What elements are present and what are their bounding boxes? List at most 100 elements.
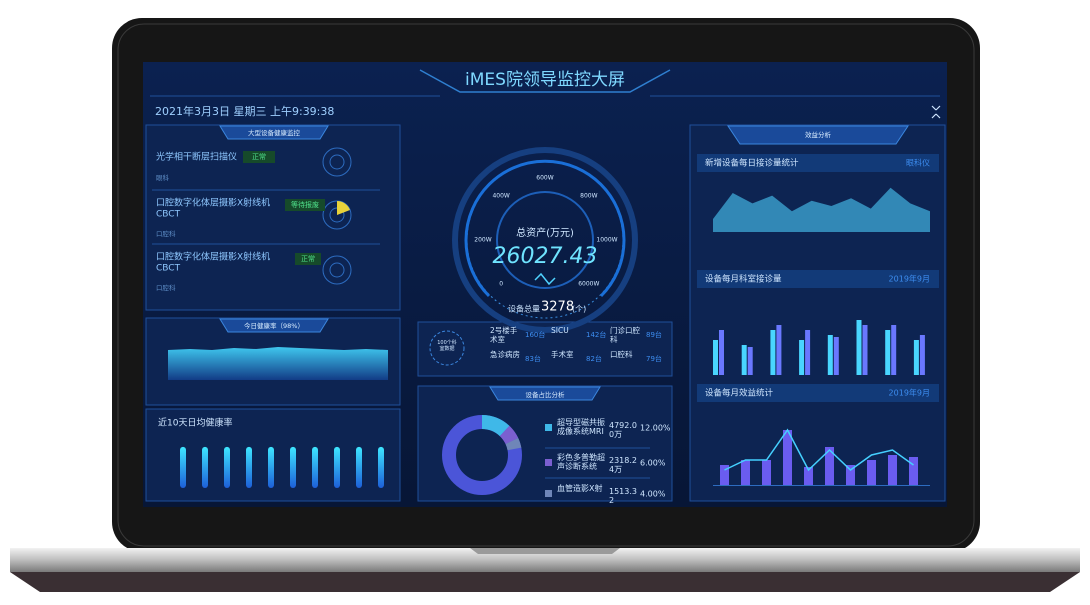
share-name: 超导型磁共振成像系统MRI <box>557 418 605 437</box>
section-title: 设备每月效益统计 <box>705 388 774 399</box>
health-bar <box>224 446 230 488</box>
gauge-tick: 400W <box>492 193 509 200</box>
share-percent: 6.00% <box>640 459 666 468</box>
section-header <box>697 154 939 172</box>
legend-swatch <box>545 424 552 431</box>
radar <box>322 147 352 177</box>
visit-bar <box>776 325 782 375</box>
health-area <box>168 347 388 380</box>
legend-swatch <box>545 490 552 497</box>
share-percent: 12.00% <box>640 424 671 433</box>
share-name: 彩色多普勒超声诊断系统 <box>557 453 605 472</box>
tab <box>489 386 601 401</box>
visit-bar <box>856 320 862 375</box>
gauge-arc <box>464 159 626 298</box>
section-period: 2019年9月 <box>889 388 930 398</box>
gauge-inner <box>496 191 594 289</box>
device-name: 光学相干断层扫描仪 <box>156 151 237 163</box>
device-model: CBCT <box>156 210 181 220</box>
device-status: 正常 <box>243 151 275 164</box>
dept-count: 82台 <box>586 354 602 363</box>
tab <box>727 125 909 145</box>
device-department: 口腔科 <box>156 283 176 292</box>
page-title: iMES院领导监控大屏 <box>465 70 625 90</box>
visit-bar <box>919 335 925 375</box>
datetime: 2021年3月3日 星期三 上午9:39:38 <box>155 104 334 118</box>
radar <box>329 262 345 278</box>
visit-bar <box>805 330 811 375</box>
dept-count: 79台 <box>646 354 662 363</box>
visit-bar <box>891 325 897 375</box>
section-period: 2019年9月 <box>889 274 930 284</box>
panel-title: 大型设备健康监控 <box>248 128 301 137</box>
laptop-base <box>10 548 1080 572</box>
visit-bar <box>713 340 718 375</box>
section-header <box>697 384 939 402</box>
visit-bar <box>833 337 839 375</box>
health-bar <box>356 446 362 488</box>
benefit-bar <box>888 455 897 485</box>
visit-bar <box>741 345 747 375</box>
bezel-edge <box>117 23 975 547</box>
dept-name: 口腔科 <box>610 350 633 359</box>
section-headers <box>697 154 939 402</box>
section-filter: 眼科仪 <box>906 158 930 168</box>
benefit-bar <box>846 465 855 485</box>
share-amount: 4792.00万 <box>609 421 637 440</box>
dividers <box>152 189 650 479</box>
dept-count: 160台 <box>525 330 545 339</box>
legend-swatch <box>545 459 552 466</box>
visit-bar <box>747 347 753 375</box>
gauge-tick: 1000W <box>596 237 617 244</box>
device-model: CBCT <box>156 264 181 274</box>
benefit-bar <box>762 460 771 485</box>
gauge-pulse <box>534 272 556 286</box>
donut-segment <box>442 415 522 495</box>
gauge-tick: 600W <box>536 175 553 182</box>
dept-badge-ring <box>429 330 465 366</box>
total-unit: (个) <box>572 305 586 314</box>
title-frame <box>419 69 671 93</box>
assets-value: 26027.43 <box>493 244 598 269</box>
dept-name: 急诊病房 <box>490 350 520 359</box>
device-department: 口腔科 <box>156 229 176 238</box>
section-header <box>697 270 939 288</box>
visit-bar <box>827 335 833 375</box>
health-bar <box>334 446 340 488</box>
visit-bar <box>862 325 868 375</box>
device-status: 等待报废 <box>285 199 325 212</box>
gauge-ring <box>452 147 638 333</box>
device-name: 口腔数字化体层摄影X射线机 <box>156 251 270 263</box>
benefit-bar <box>720 465 729 485</box>
gauge-tick: 800W <box>580 193 597 200</box>
dept-name: 门诊口腔科 <box>610 326 640 344</box>
gauge <box>452 147 638 333</box>
health-bar <box>246 446 252 488</box>
dept-badge: 100个科室数据 <box>437 340 457 352</box>
section-title: 新增设备每日接诊量统计 <box>705 158 799 169</box>
section-title: 设备每月科室接诊量 <box>705 274 782 285</box>
benefit-bar <box>783 430 792 485</box>
fullscreen-icon <box>931 105 941 119</box>
share-percent: 4.00% <box>640 490 666 499</box>
total-label: 设备总量 <box>508 304 540 314</box>
benefit-line <box>724 428 914 472</box>
device-name: 口腔数字化体层摄影X射线机 <box>156 197 270 209</box>
radar <box>322 255 352 285</box>
tab <box>219 318 329 333</box>
dept-name: 手术室 <box>551 350 574 359</box>
health-bar <box>180 446 186 488</box>
device-status: 正常 <box>295 253 321 266</box>
base-bottom <box>10 572 1080 592</box>
tab <box>219 125 329 140</box>
benefit-bar <box>909 457 918 485</box>
dept-count: 89台 <box>646 330 662 339</box>
health-bar <box>268 446 274 488</box>
health-bar <box>202 446 208 488</box>
visit-bar <box>913 340 919 375</box>
benefit-bar <box>741 460 750 485</box>
panel-title: 设备占比分析 <box>526 390 566 399</box>
total-value: 3278 <box>541 300 574 315</box>
